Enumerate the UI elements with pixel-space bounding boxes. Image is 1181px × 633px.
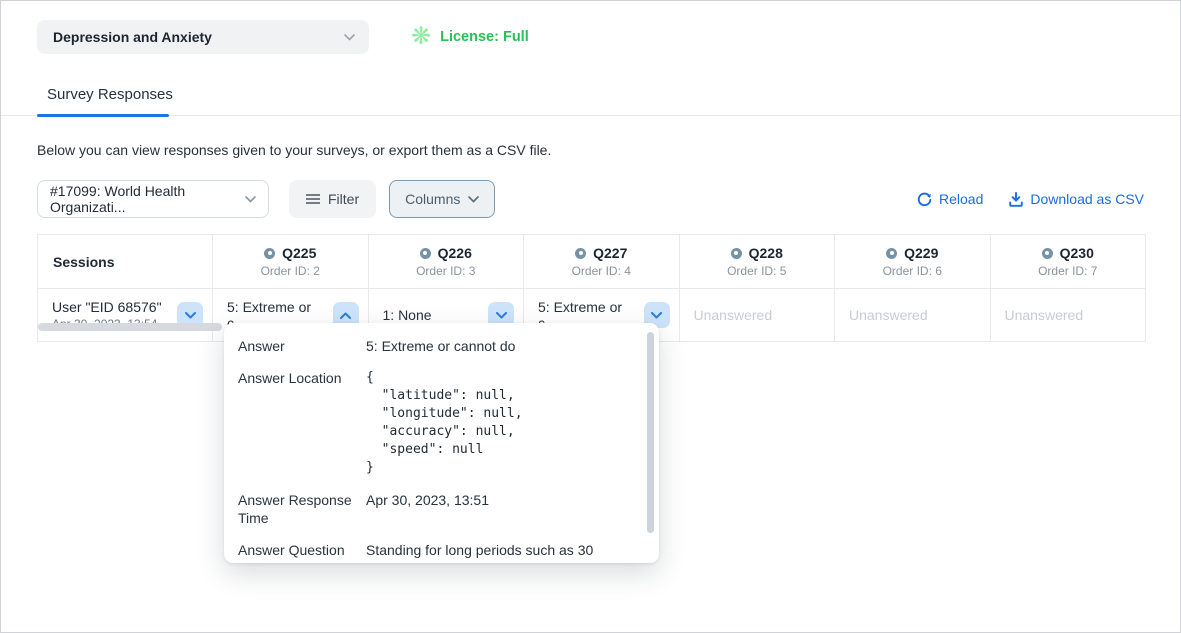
column-header-q228: Q228 Order ID: 5 <box>678 235 835 288</box>
answer-cell-q229: Unanswered <box>834 289 990 341</box>
columns-button[interactable]: Columns <box>389 180 496 218</box>
column-header-q230: Q230 Order ID: 7 <box>989 235 1146 288</box>
page-description: Below you can view responses given to yo… <box>37 142 552 158</box>
download-icon <box>1009 191 1024 207</box>
chevron-down-icon <box>344 33 355 41</box>
answer-cell-q230: Unanswered <box>989 289 1146 341</box>
download-csv-button[interactable]: Download as CSV <box>1009 191 1144 207</box>
reload-button[interactable]: Reload <box>917 191 983 207</box>
menu-icon <box>306 194 320 204</box>
horizontal-scrollbar[interactable] <box>38 323 222 331</box>
record-icon <box>1041 247 1053 259</box>
columns-button-label: Columns <box>405 191 461 207</box>
unanswered-label: Unanswered <box>1004 307 1084 323</box>
answer-cell-q226: 1: None <box>367 289 524 341</box>
question-label: Q227 <box>593 245 628 261</box>
table-header-row: Sessions Q225 Order ID: 2 <box>38 235 1145 288</box>
survey-selector[interactable]: #17099: World Health Organizati... <box>37 180 269 218</box>
order-id-label: Order ID: 4 <box>571 264 631 278</box>
session-user-label: User "EID 68576" <box>52 299 162 315</box>
answer-cell-q227: 5: Extreme or c... <box>523 289 679 341</box>
record-icon <box>730 247 742 259</box>
record-icon <box>575 247 587 259</box>
column-header-q226: Q226 Order ID: 3 <box>367 235 524 288</box>
detail-label: Answer Location <box>238 370 342 386</box>
order-id-label: Order ID: 5 <box>727 264 787 278</box>
detail-value: Standing for long periods such as 30 min… <box>366 542 594 563</box>
sessions-header-cell: Sessions <box>38 235 212 288</box>
unanswered-label: Unanswered <box>693 307 773 323</box>
detail-value: 5: Extreme or cannot do <box>366 338 516 354</box>
license-label: License: Full <box>440 29 529 45</box>
filter-button[interactable]: Filter <box>289 180 377 218</box>
order-id-label: Order ID: 2 <box>260 264 320 278</box>
tab-divider <box>1 115 1180 116</box>
question-label: Q225 <box>282 245 317 261</box>
answer-cell-q228: Unanswered <box>678 289 835 341</box>
reload-label: Reload <box>939 191 984 207</box>
top-bar: Depression and Anxiety ❋ License: Full <box>37 20 1144 54</box>
reload-icon <box>917 192 932 207</box>
detail-value-json: { "latitude": null, "longitude": null, "… <box>366 370 523 475</box>
toolbar: #17099: World Health Organizati... Filte… <box>37 180 1144 218</box>
column-header-q225: Q225 Order ID: 2 <box>212 235 368 288</box>
record-icon <box>264 247 276 259</box>
detail-row-response-time: Answer Response Time Apr 30, 2023, 13:51 <box>238 491 635 527</box>
download-csv-label: Download as CSV <box>1030 191 1144 207</box>
active-tab-underline <box>37 114 169 117</box>
unanswered-label: Unanswered <box>849 307 928 323</box>
question-label: Q230 <box>1059 245 1094 261</box>
toolbar-links: Reload Download as CSV <box>917 191 1144 207</box>
session-cell: User "EID 68576" Apr 30, 2023, 13:54 <box>38 289 212 341</box>
order-id-label: Order ID: 3 <box>416 264 476 278</box>
question-label: Q229 <box>904 245 939 261</box>
detail-row-answer-location: Answer Location { "latitude": null, "lon… <box>238 369 635 477</box>
license-badge: ❋ License: Full <box>411 25 529 49</box>
chevron-down-icon <box>245 195 256 203</box>
record-icon <box>886 247 898 259</box>
tab-survey-responses[interactable]: Survey Responses <box>47 86 173 103</box>
detail-row-question-content: Answer Question Content Standing for lon… <box>238 541 635 563</box>
question-label: Q228 <box>748 245 783 261</box>
detail-label: Answer Question Content <box>238 542 345 563</box>
flower-icon: ❋ <box>411 23 432 50</box>
detail-label: Answer <box>238 338 285 354</box>
project-selector-value: Depression and Anxiety <box>53 29 212 45</box>
answer-detail-popup: Answer 5: Extreme or cannot do Answer Lo… <box>224 323 659 563</box>
chevron-down-icon <box>468 195 480 203</box>
column-header-q229: Q229 Order ID: 6 <box>834 235 990 288</box>
column-header-q227: Q227 Order ID: 4 <box>523 235 679 288</box>
answer-value: 1: None <box>382 307 432 323</box>
detail-value: Apr 30, 2023, 13:51 <box>366 492 489 508</box>
order-id-label: Order ID: 7 <box>1038 264 1098 278</box>
detail-row-answer: Answer 5: Extreme or cannot do <box>238 337 635 355</box>
filter-button-label: Filter <box>328 191 360 207</box>
detail-label: Answer Response Time <box>238 492 352 526</box>
sessions-header-label: Sessions <box>53 253 115 270</box>
popup-scrollbar[interactable] <box>647 332 654 533</box>
project-selector[interactable]: Depression and Anxiety <box>37 20 369 54</box>
survey-selector-value: #17099: World Health Organizati... <box>50 183 186 215</box>
order-id-label: Order ID: 6 <box>882 264 942 278</box>
record-icon <box>419 247 431 259</box>
question-label: Q226 <box>437 245 472 261</box>
tab-bar: Survey Responses <box>1 86 1180 117</box>
